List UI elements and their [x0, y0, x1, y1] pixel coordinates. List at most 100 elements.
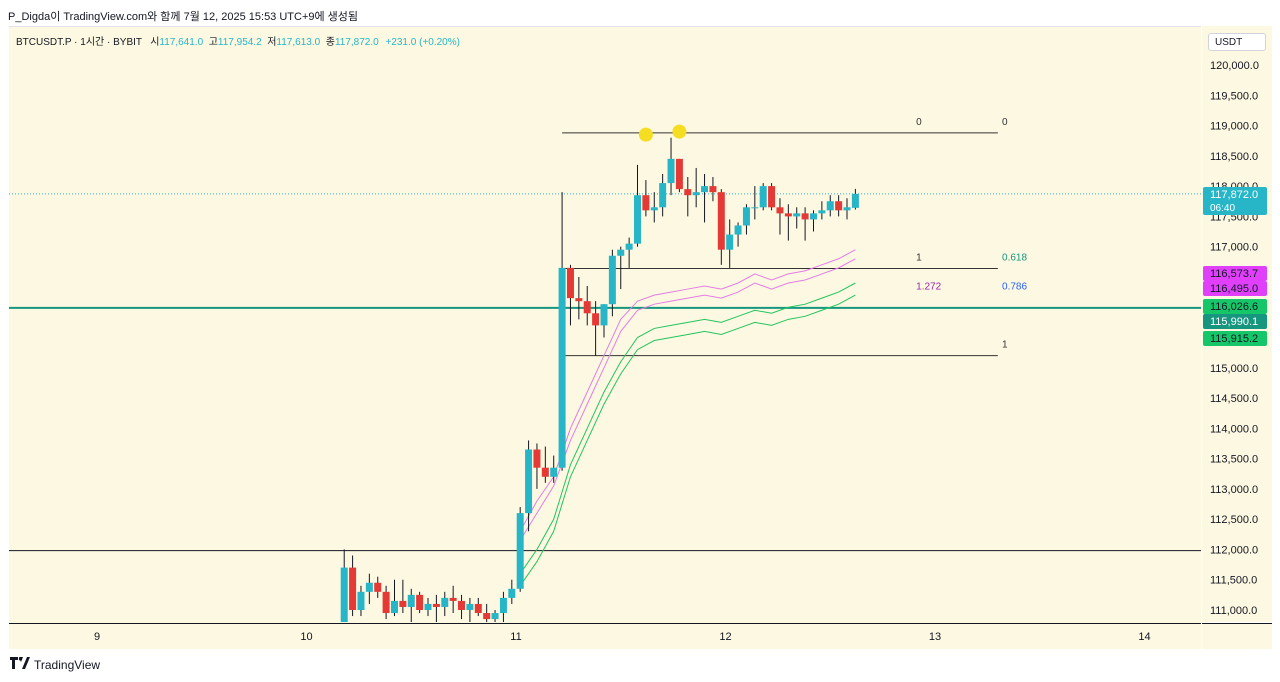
candle-down [768, 186, 776, 208]
y-tick-label: 113,500.0 [1210, 454, 1258, 466]
candle-up [634, 195, 642, 244]
y-tick-label: 113,000.0 [1210, 484, 1258, 496]
close-label: 종 [325, 37, 335, 48]
candle-up [525, 449, 533, 514]
price-tag [1203, 266, 1267, 281]
y-tick-label: 119,000.0 [1210, 121, 1258, 133]
price-tag-label: 116,026.6 [1210, 301, 1258, 313]
candle-up [466, 603, 474, 610]
y-tick-label: 120,000.0 [1210, 60, 1259, 72]
candle-up [516, 513, 524, 589]
x-tick-label: 10 [300, 631, 312, 643]
candle-up [793, 213, 801, 217]
candle-up [499, 597, 507, 614]
footer-brand: TradingView [10, 657, 100, 672]
candle-up [491, 613, 499, 620]
candle-up [667, 158, 675, 184]
candle-down [709, 186, 717, 193]
candle-down [416, 594, 424, 610]
candle-down [583, 301, 591, 314]
price-tag [1203, 299, 1267, 314]
y-tick-label: 118,500.0 [1210, 151, 1258, 163]
candle-up [659, 183, 667, 208]
chart-caption: P_Digda이 TradingView.com와 함께 7월 12, 2025… [8, 11, 359, 23]
candle-up [365, 582, 373, 592]
candle-up [390, 600, 398, 614]
y-tick-label: 114,500.0 [1210, 393, 1258, 405]
y-tick-label: 112,500.0 [1210, 514, 1258, 526]
symbol-legend: BTCUSDT.P · 1시간 · BYBIT 시117,641.0 고117,… [16, 33, 460, 48]
fib-level-label: 0.618 [1002, 252, 1027, 263]
candle-up [826, 201, 834, 211]
low-label: 저 [267, 37, 277, 48]
high-label: 고 [208, 37, 218, 48]
price-tag [1203, 314, 1267, 329]
candle-up [701, 186, 709, 193]
tradingview-logo-icon [10, 657, 30, 672]
candle-up [818, 210, 826, 214]
x-tick-label: 12 [719, 631, 731, 643]
low-value: 117,613.0 [276, 37, 321, 48]
candle-up [734, 225, 742, 235]
price-tag [1203, 187, 1267, 215]
candle-down [432, 603, 440, 607]
x-tick-label: 9 [94, 631, 100, 643]
candle-up [357, 591, 365, 610]
candle-down [374, 582, 382, 592]
y-tick-label: 112,000.0 [1210, 544, 1258, 556]
candle-down [776, 207, 784, 214]
time-axis[interactable] [9, 623, 1201, 649]
candle-down [458, 600, 466, 610]
y-tick-label: 117,000.0 [1210, 242, 1258, 254]
fib-level-label: 0 [1002, 117, 1008, 128]
currency-selector[interactable]: USDT [1208, 33, 1266, 51]
high-value: 117,954.2 [217, 37, 262, 48]
price-tag [1203, 281, 1267, 296]
price-tag [1203, 331, 1267, 346]
close-value: 117,872.0 [334, 37, 379, 48]
price-tag-countdown: 06:40 [1210, 203, 1235, 214]
footer-brand-text: TradingView [34, 657, 101, 672]
candle-up [617, 249, 625, 256]
fib-level-label: 0.786 [1002, 282, 1027, 293]
candle-down [835, 201, 843, 211]
candle-up [407, 594, 415, 607]
candle-down [642, 195, 650, 211]
candle-down [399, 600, 407, 607]
open-label: 시 [150, 37, 160, 48]
candle-down [717, 192, 725, 250]
candle-up [751, 207, 759, 209]
candle-up [726, 234, 734, 250]
candle-down [349, 567, 357, 610]
symbol-name[interactable]: BTCUSDT.P · 1시간 · BYBIT [16, 37, 142, 48]
y-tick-label: 119,500.0 [1210, 90, 1258, 102]
candle-up [843, 207, 851, 211]
candle-up [508, 588, 516, 598]
candle-down [784, 213, 792, 217]
highlight-marker [638, 127, 653, 142]
candle-down [801, 213, 809, 220]
lower-band-outer [519, 282, 856, 574]
candle-up [600, 304, 608, 326]
candle-down [533, 449, 541, 468]
candle-up [424, 603, 432, 610]
candle-down [449, 597, 457, 601]
y-tick-label: 111,000.0 [1210, 605, 1257, 617]
change-value: +231.0 (+0.20%) [385, 37, 460, 48]
candle-up [340, 567, 348, 622]
upper-band-inner [519, 258, 856, 541]
candle-down [592, 313, 600, 326]
candle-up [550, 467, 558, 477]
axis-corner [1202, 623, 1272, 649]
candle-up [608, 255, 616, 305]
candle-up [759, 186, 767, 208]
candle-up [851, 193, 859, 208]
upper-band-outer [519, 249, 856, 532]
price-tag-label: 115,915.2 [1210, 333, 1258, 345]
highlight-marker [672, 124, 687, 139]
x-tick-label: 14 [1138, 631, 1150, 643]
candle-down [575, 298, 583, 302]
candle-down [474, 603, 482, 614]
candle-down [566, 267, 574, 299]
